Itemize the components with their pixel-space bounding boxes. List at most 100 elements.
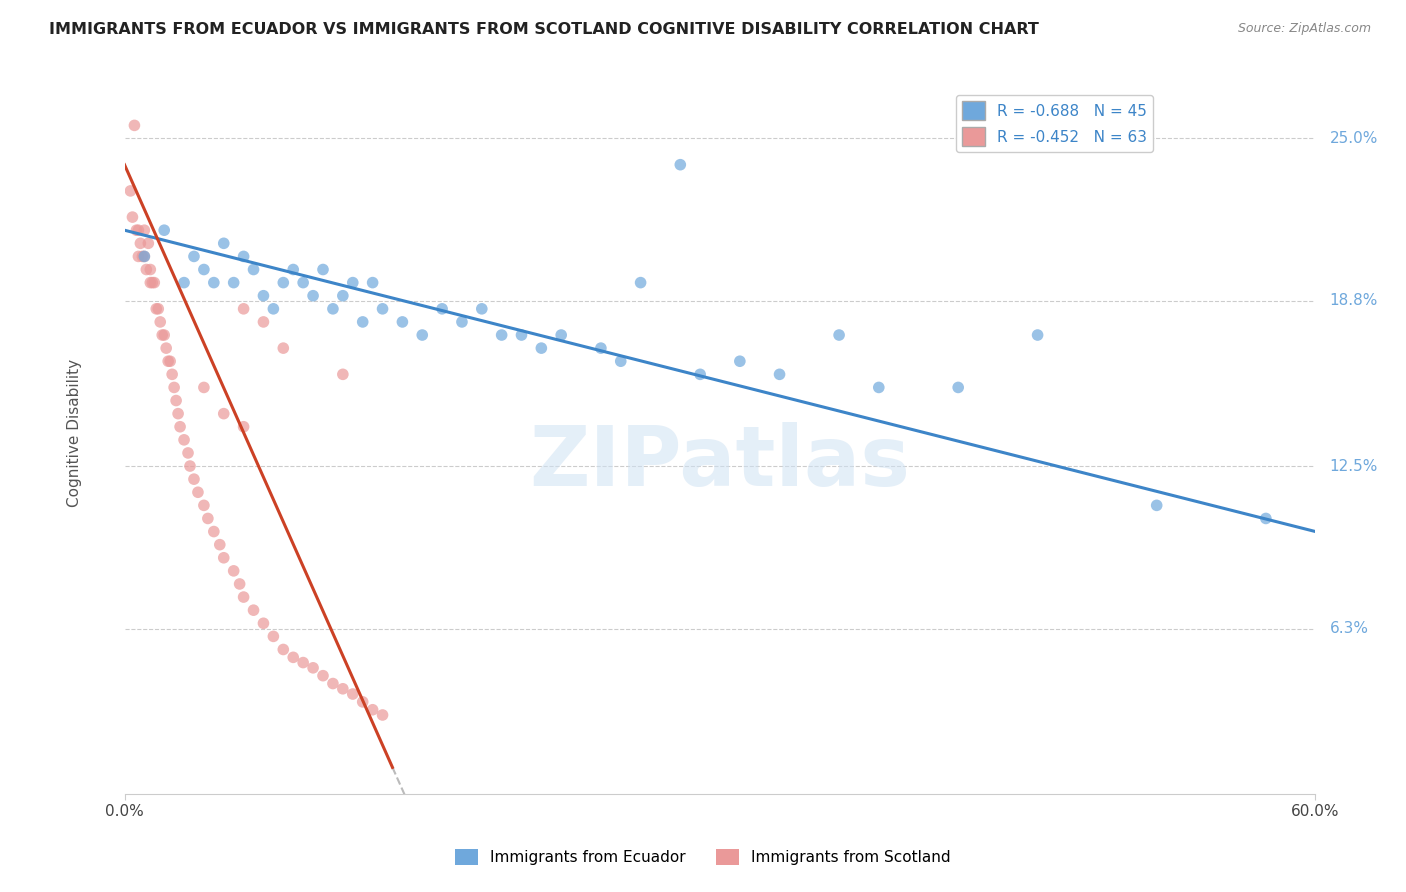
Point	[262, 629, 284, 643]
Point	[322, 301, 344, 316]
Point	[361, 703, 384, 717]
Point	[271, 642, 294, 657]
Point	[153, 328, 176, 343]
Point	[361, 276, 384, 290]
Point	[121, 210, 143, 224]
Point	[262, 301, 284, 316]
Point	[202, 276, 225, 290]
Point	[129, 236, 152, 251]
Text: 25.0%: 25.0%	[1330, 131, 1378, 146]
Point	[150, 328, 173, 343]
Point	[322, 676, 344, 690]
Point	[165, 393, 187, 408]
Point	[183, 472, 205, 486]
Point	[134, 249, 156, 263]
Point	[193, 262, 215, 277]
Point	[271, 276, 294, 290]
Point	[139, 276, 162, 290]
Point	[159, 354, 181, 368]
Text: 6.3%: 6.3%	[1330, 621, 1369, 636]
Point	[232, 249, 254, 263]
Point	[193, 499, 215, 513]
Point	[167, 407, 190, 421]
Point	[183, 249, 205, 263]
Point	[187, 485, 209, 500]
Text: Source: ZipAtlas.com: Source: ZipAtlas.com	[1237, 22, 1371, 36]
Point	[948, 380, 970, 394]
Point	[332, 289, 354, 303]
Point	[193, 380, 215, 394]
Point	[530, 341, 553, 355]
Point	[430, 301, 453, 316]
Point	[149, 315, 172, 329]
Point	[208, 538, 231, 552]
Point	[232, 419, 254, 434]
Legend: R = -0.688   N = 45, R = -0.452   N = 63: R = -0.688 N = 45, R = -0.452 N = 63	[956, 95, 1153, 153]
Point	[510, 328, 533, 343]
Point	[342, 687, 364, 701]
Point	[828, 328, 851, 343]
Point	[232, 590, 254, 604]
Point	[134, 223, 156, 237]
Point	[491, 328, 513, 343]
Point	[145, 301, 167, 316]
Point	[352, 315, 374, 329]
Point	[550, 328, 572, 343]
Point	[222, 276, 245, 290]
Point	[252, 289, 274, 303]
Point	[411, 328, 433, 343]
Point	[371, 708, 394, 723]
Point	[1146, 499, 1168, 513]
Point	[292, 276, 315, 290]
Point	[283, 650, 305, 665]
Point	[471, 301, 494, 316]
Point	[669, 158, 692, 172]
Point	[232, 301, 254, 316]
Point	[391, 315, 413, 329]
Point	[143, 276, 166, 290]
Point	[1254, 511, 1277, 525]
Legend: Immigrants from Ecuador, Immigrants from Scotland: Immigrants from Ecuador, Immigrants from…	[449, 843, 957, 871]
Point	[127, 223, 149, 237]
Point	[312, 262, 335, 277]
Point	[242, 603, 264, 617]
Point	[125, 223, 148, 237]
Point	[173, 433, 195, 447]
Point	[169, 419, 191, 434]
Point	[868, 380, 890, 394]
Text: Cognitive Disability: Cognitive Disability	[67, 359, 82, 508]
Point	[342, 276, 364, 290]
Text: 12.5%: 12.5%	[1330, 458, 1378, 474]
Point	[242, 262, 264, 277]
Point	[157, 354, 180, 368]
Point	[177, 446, 200, 460]
Point	[689, 368, 711, 382]
Text: IMMIGRANTS FROM ECUADOR VS IMMIGRANTS FROM SCOTLAND COGNITIVE DISABILITY CORRELA: IMMIGRANTS FROM ECUADOR VS IMMIGRANTS FR…	[49, 22, 1039, 37]
Point	[332, 681, 354, 696]
Point	[141, 276, 163, 290]
Point	[271, 341, 294, 355]
Point	[451, 315, 474, 329]
Point	[160, 368, 183, 382]
Point	[609, 354, 631, 368]
Point	[155, 341, 177, 355]
Point	[768, 368, 790, 382]
Point	[222, 564, 245, 578]
Point	[124, 119, 146, 133]
Text: ZIPatlas: ZIPatlas	[530, 422, 911, 502]
Point	[148, 301, 170, 316]
Point	[127, 249, 149, 263]
Point	[134, 249, 156, 263]
Point	[332, 368, 354, 382]
Point	[197, 511, 219, 525]
Point	[120, 184, 142, 198]
Point	[589, 341, 612, 355]
Point	[252, 315, 274, 329]
Point	[228, 577, 250, 591]
Point	[212, 236, 235, 251]
Point	[163, 380, 186, 394]
Point	[728, 354, 751, 368]
Point	[212, 550, 235, 565]
Point	[139, 262, 162, 277]
Point	[252, 616, 274, 631]
